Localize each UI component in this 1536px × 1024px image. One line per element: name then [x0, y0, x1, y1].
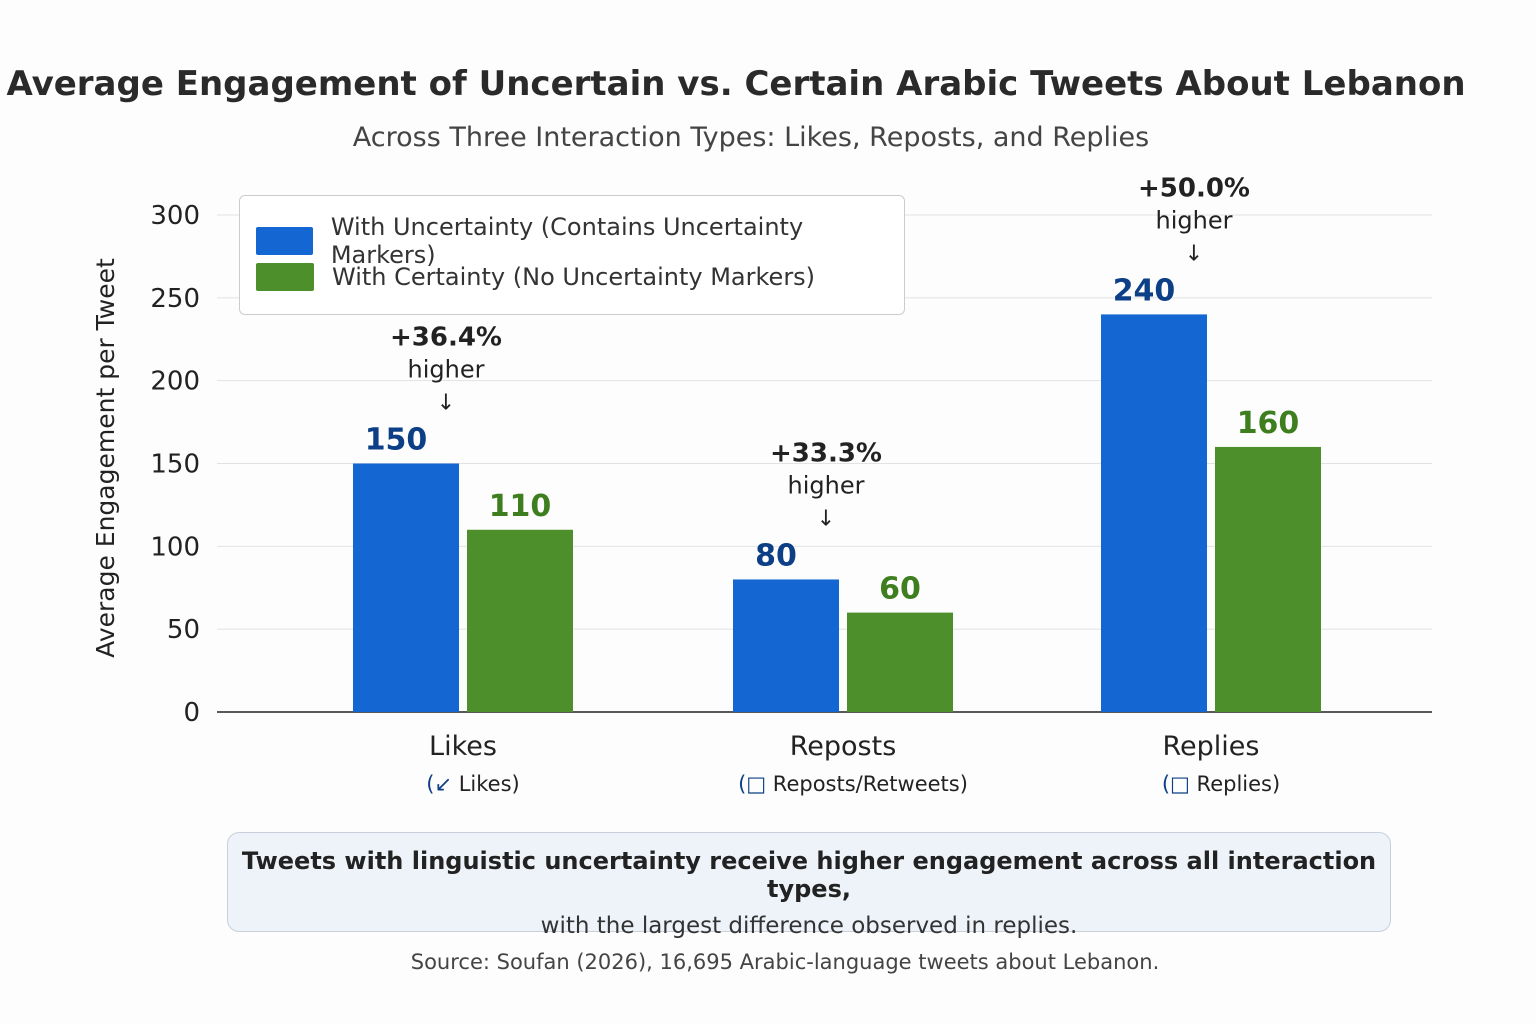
- sublabel-text: Likes): [459, 772, 520, 796]
- bar-certain: [467, 529, 573, 712]
- value-label: 240: [1113, 273, 1176, 308]
- value-label: 150: [365, 423, 428, 458]
- x-tick-label: Likes: [429, 731, 497, 762]
- legend-label-uncertain: With Uncertainty (Contains Uncertainty M…: [330, 213, 804, 269]
- paren: (: [738, 772, 746, 796]
- sublabel-text: Reposts/Retweets): [773, 772, 968, 796]
- y-tick-label: 300: [150, 201, 200, 231]
- bar-certain: [1215, 446, 1321, 712]
- down-arrow-icon: ↓: [817, 506, 835, 531]
- bar-uncertain: [1101, 314, 1207, 712]
- y-axis-label: Average Engagement per Tweet: [91, 258, 120, 658]
- source-text: Source: Soufan (2026), 16,695 Arabic-lan…: [410, 950, 1160, 974]
- legend-item-certain: With Certainty (No Uncertainty Markers): [256, 263, 815, 291]
- annotation-text: higher: [408, 356, 485, 384]
- bar-uncertain: [353, 463, 459, 712]
- value-label: 80: [755, 538, 797, 573]
- legend-swatch-uncertain: [256, 227, 313, 255]
- repost-icon: □: [746, 772, 773, 796]
- chart-subtitle: Across Three Interaction Types: Likes, R…: [352, 122, 1150, 153]
- bar-uncertain: [733, 579, 839, 712]
- value-label: 160: [1237, 406, 1300, 441]
- percent-difference-label: +36.4%: [390, 323, 502, 353]
- y-tick-label: 250: [150, 284, 200, 314]
- paren: (: [1162, 772, 1170, 796]
- legend-item-uncertain: With Uncertainty (Contains Uncertainty M…: [256, 213, 904, 269]
- percent-difference-label: +50.0%: [1138, 173, 1250, 203]
- reply-bubble-icon: □: [1170, 772, 1197, 796]
- legend: With Uncertainty (Contains Uncertainty M…: [239, 195, 905, 315]
- y-tick-label: 50: [167, 615, 200, 645]
- value-label: 60: [879, 572, 921, 607]
- bar-certain: [847, 612, 953, 712]
- like-arrow-icon: ↙: [434, 772, 458, 796]
- summary-line-2: with the largest difference observed in …: [540, 913, 1078, 939]
- y-tick-label: 100: [150, 532, 200, 562]
- down-arrow-icon: ↓: [437, 391, 455, 416]
- paren: (: [426, 772, 434, 796]
- x-tick-label: Replies: [1163, 731, 1260, 762]
- sublabel-text: Replies): [1197, 772, 1281, 796]
- chart-title: Average Engagement of Uncertain vs. Cert…: [6, 64, 1466, 104]
- x-tick-sublabel: (□ Reposts/Retweets): [738, 772, 968, 796]
- summary-note: Tweets with linguistic uncertainty recei…: [227, 832, 1391, 939]
- annotation-text: higher: [1156, 206, 1233, 234]
- legend-label-certain: With Certainty (No Uncertainty Markers): [332, 263, 816, 291]
- x-tick-sublabel: (□ Replies): [1162, 772, 1280, 796]
- y-tick-label: 150: [150, 450, 200, 480]
- x-tick-label: Reposts: [790, 731, 897, 762]
- legend-swatch-certain: [256, 263, 314, 291]
- y-tick-label: 0: [183, 698, 200, 728]
- summary-line-1: Tweets with linguistic uncertainty recei…: [241, 847, 1377, 903]
- percent-difference-label: +33.3%: [770, 438, 882, 468]
- y-tick-label: 200: [150, 367, 200, 397]
- value-label: 110: [489, 489, 552, 524]
- down-arrow-icon: ↓: [1185, 241, 1203, 266]
- x-tick-sublabel: (↙ Likes): [426, 772, 520, 796]
- annotation-text: higher: [788, 471, 865, 499]
